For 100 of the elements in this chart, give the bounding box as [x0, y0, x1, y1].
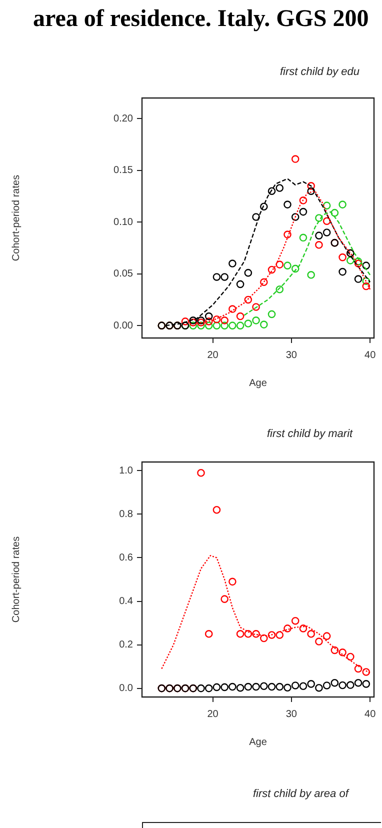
point	[299, 196, 308, 204]
point	[220, 273, 228, 281]
point	[228, 260, 236, 268]
point	[212, 506, 221, 514]
point	[212, 273, 221, 281]
point	[362, 668, 370, 676]
point	[291, 616, 300, 625]
point	[236, 630, 244, 638]
y-tick-label: 0.4	[119, 596, 134, 608]
point	[276, 260, 284, 268]
point	[307, 630, 315, 638]
point	[220, 322, 228, 330]
point	[228, 305, 236, 313]
point	[307, 182, 315, 190]
point	[204, 318, 213, 326]
point	[354, 678, 362, 687]
y-tick-label: 0.8	[119, 508, 134, 520]
point	[362, 680, 370, 688]
point	[276, 285, 284, 294]
point	[322, 202, 331, 210]
point	[189, 322, 198, 330]
point	[268, 310, 276, 318]
point	[252, 630, 260, 638]
point	[244, 682, 252, 691]
point	[220, 316, 228, 324]
point	[260, 320, 268, 328]
point	[204, 630, 213, 638]
point	[307, 187, 315, 196]
point	[236, 280, 244, 288]
x-tick-label: 20	[207, 350, 219, 361]
point	[330, 678, 339, 687]
chart-subtitle: first child by edu	[280, 66, 360, 78]
x-tick-label: 20	[207, 708, 219, 720]
point	[220, 683, 228, 692]
point	[260, 634, 268, 642]
point	[330, 646, 339, 654]
point	[252, 316, 260, 324]
point	[220, 595, 228, 603]
y-axis-title: Cohort-period rates	[10, 536, 22, 623]
point	[284, 230, 292, 238]
point	[299, 624, 308, 632]
point	[268, 682, 276, 691]
point	[212, 315, 221, 324]
y-tick-label: 0.2	[119, 640, 134, 651]
point	[362, 282, 370, 290]
point	[322, 682, 331, 690]
point	[322, 228, 331, 236]
point	[244, 268, 252, 277]
point	[315, 638, 323, 646]
point	[362, 277, 370, 286]
y-tick-label: 0.15	[114, 165, 134, 176]
point	[307, 680, 315, 688]
point	[338, 253, 346, 262]
point	[291, 213, 300, 221]
point	[252, 213, 260, 221]
point	[354, 664, 362, 673]
point	[212, 683, 221, 692]
y-tick-label: 0.20	[114, 113, 134, 124]
y-axis-title: Cohort-period rates	[10, 174, 22, 262]
point	[338, 268, 346, 276]
point	[338, 200, 346, 208]
point	[322, 217, 331, 226]
chart-title: area of residence. Italy. GGS 200	[33, 6, 369, 33]
x-tick-label: 40	[364, 708, 376, 720]
x-axis-title: Age	[249, 378, 268, 389]
point	[236, 322, 244, 330]
point	[181, 318, 190, 326]
point	[260, 202, 268, 211]
point	[260, 682, 268, 690]
point	[330, 208, 339, 217]
point	[204, 312, 213, 320]
point	[244, 296, 252, 304]
point	[197, 468, 205, 477]
point	[315, 684, 323, 692]
point	[299, 208, 308, 216]
point	[362, 262, 370, 270]
point	[228, 322, 236, 330]
point	[260, 278, 268, 286]
point	[315, 240, 323, 249]
x-axis-title: Age	[249, 736, 268, 748]
y-tick-label: 0.05	[114, 268, 134, 280]
point	[322, 632, 331, 640]
point	[291, 155, 300, 163]
point	[228, 682, 236, 691]
point	[346, 652, 354, 661]
y-tick-label: 0.6	[119, 552, 134, 564]
y-tick-label: 0.00	[114, 320, 134, 332]
point	[315, 232, 323, 240]
point	[236, 312, 244, 320]
point	[284, 684, 292, 692]
point	[346, 681, 354, 689]
point	[307, 270, 315, 279]
x-tick-label: 40	[364, 350, 376, 361]
point	[315, 214, 323, 222]
point	[299, 682, 308, 690]
point	[244, 320, 252, 328]
point	[268, 266, 276, 274]
point	[244, 630, 252, 638]
point	[212, 322, 221, 330]
point	[354, 275, 362, 283]
